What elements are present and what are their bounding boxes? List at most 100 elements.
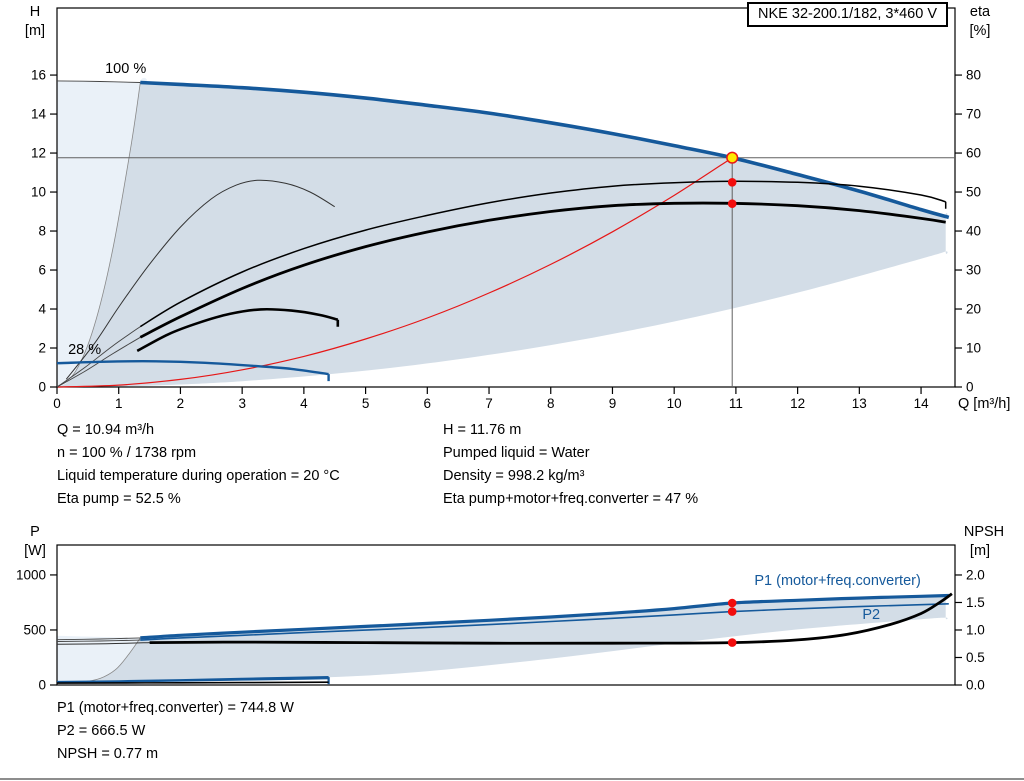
tick-label: 0 [53, 396, 61, 411]
window-edge [0, 778, 1024, 780]
eta-total-curve [139, 201, 946, 339]
eta-pump-curve [139, 180, 947, 328]
tick-label: 10 [966, 341, 981, 356]
tick-label: 50 [966, 185, 981, 200]
tick-label: 10 [31, 185, 46, 200]
duty-point[interactable] [726, 151, 739, 164]
pump-model-badge: NKE 32-200.1/182, 3*460 V [747, 2, 948, 27]
tick-label: 16 [31, 68, 46, 83]
power-axis-unit: [W] [24, 543, 46, 559]
tick-label: 0.0 [966, 678, 985, 693]
tick-label: 60 [966, 146, 981, 161]
tick-label: 13 [852, 396, 867, 411]
speed-label-100: 100 % [105, 61, 146, 77]
p2-point [727, 607, 737, 616]
npsh-min-curve [56, 681, 329, 684]
tick-label: 9 [609, 396, 617, 411]
eta-axis-label: eta [969, 4, 991, 20]
tick-label: 70 [966, 107, 981, 122]
p2-curve-label: P2 [862, 607, 880, 623]
operating-envelope [52, 82, 948, 388]
tick-label: 5 [362, 396, 370, 411]
p2-curve [140, 603, 949, 641]
power-info: P1 (motor+freq.converter) = 744.8 W P2 =… [57, 697, 294, 766]
npsh-point [727, 638, 737, 647]
npsh-lead [56, 642, 150, 645]
tick-label: 0 [38, 380, 46, 395]
hq-chart-frame [56, 7, 956, 388]
eta-arc-min-thick [136, 307, 340, 353]
p2-min-curve [56, 677, 329, 684]
info-pumped-liquid: Pumped liquid = Water [443, 445, 590, 461]
tick-label: 11 [729, 396, 743, 411]
info-flow: Q = 10.94 m³/h [57, 422, 155, 438]
power-axis-label: P [30, 524, 40, 540]
info-p2: P2 = 666.5 W [57, 723, 146, 739]
p1-curve-label: P1 (motor+freq.converter) [754, 573, 920, 589]
head-curve-28 [56, 360, 330, 382]
tick-label: 8 [547, 396, 555, 411]
head-axis-label: H [29, 4, 41, 20]
tick-label: 2 [177, 396, 185, 411]
npsh-curve [149, 592, 953, 645]
tick-label: 1.0 [966, 623, 985, 638]
tick-label: 12 [31, 146, 46, 161]
tick-label: 1000 [16, 567, 46, 582]
info-speed: n = 100 % / 1738 rpm [57, 445, 197, 461]
operating-envelope-light [57, 77, 147, 388]
flow-axis-label: Q [m³/h] [958, 396, 1011, 412]
p2-lead [56, 639, 141, 642]
tick-label: 4 [300, 396, 308, 411]
tick-label: 500 [23, 623, 46, 638]
envelope-left-edge [56, 82, 141, 388]
tick-label: 0.5 [966, 650, 985, 665]
tick-label: 12 [790, 396, 805, 411]
npsh-axis-unit: [m] [969, 543, 991, 559]
info-npsh: NPSH = 0.77 m [57, 746, 159, 762]
duty-info-left: Q = 10.94 m³/h n = 100 % / 1738 rpm Liqu… [57, 419, 340, 511]
info-eta-pump: Eta pump = 52.5 % [57, 491, 181, 507]
eta-pump-lead [56, 326, 141, 388]
tick-label: 20 [966, 302, 981, 317]
eta-pump-point [727, 178, 737, 187]
tick-label: 2 [38, 341, 46, 356]
eta-axis-unit: [%] [969, 23, 991, 39]
npsh-axis-label: NPSH [963, 524, 1005, 540]
head-axis-unit: [m] [24, 23, 46, 39]
eta-arc-min-thin [65, 179, 335, 380]
info-density: Density = 998.2 kg/m³ [443, 468, 585, 484]
tick-label: 14 [914, 396, 930, 411]
affinity-parabola [56, 157, 733, 388]
power-envelope [85, 593, 948, 683]
p1-curve [140, 593, 949, 640]
tick-label: 0 [966, 380, 974, 395]
tick-label: 10 [667, 396, 682, 411]
eta-total-point [727, 199, 737, 208]
tick-label: 1.5 [966, 595, 985, 610]
tick-label: 0 [38, 678, 46, 693]
tick-label: 3 [238, 396, 246, 411]
info-head: H = 11.76 m [443, 422, 522, 438]
tick-label: 7 [485, 396, 493, 411]
duty-info-right: H = 11.76 m Pumped liquid = Water Densit… [443, 419, 698, 511]
info-p1: P1 (motor+freq.converter) = 744.8 W [57, 700, 294, 716]
tick-label: 14 [31, 107, 47, 122]
head-curve-lead [56, 80, 141, 83]
tick-label: 2.0 [966, 568, 985, 583]
info-eta-total: Eta pump+motor+freq.converter = 47 % [443, 491, 699, 507]
head-curve-100 [140, 80, 950, 220]
power-npsh-chart: 0 500 1000 0.0 0.5 1.0 1.5 2.0 P1 (motor+freq.co… [16, 544, 985, 693]
tick-label: 1 [115, 396, 123, 411]
tick-label: 6 [424, 396, 432, 411]
p1-point [727, 598, 737, 608]
tick-label: 4 [38, 302, 46, 317]
info-liquid-temp: Liquid temperature during operation = 20… [57, 468, 340, 484]
p1-lead [56, 637, 141, 641]
power-envelope-light [57, 635, 147, 683]
tick-label: 6 [38, 263, 46, 278]
tick-label: 80 [966, 68, 981, 83]
speed-label-28: 28 % [68, 342, 101, 358]
